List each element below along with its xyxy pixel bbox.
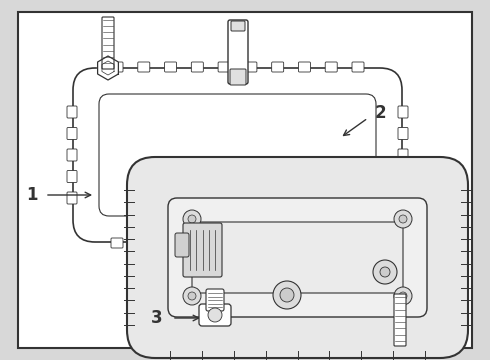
FancyBboxPatch shape [352,62,364,72]
FancyBboxPatch shape [325,62,337,72]
Circle shape [380,267,390,277]
FancyBboxPatch shape [398,127,408,140]
FancyBboxPatch shape [218,62,230,72]
FancyBboxPatch shape [127,157,468,358]
FancyBboxPatch shape [175,233,189,257]
FancyBboxPatch shape [67,192,77,204]
FancyBboxPatch shape [398,192,408,204]
FancyBboxPatch shape [67,149,77,161]
FancyBboxPatch shape [165,62,176,72]
FancyBboxPatch shape [231,21,245,31]
FancyBboxPatch shape [111,62,123,72]
Text: 3: 3 [150,309,162,327]
FancyBboxPatch shape [165,238,176,248]
Circle shape [188,292,196,300]
FancyBboxPatch shape [191,238,203,248]
FancyBboxPatch shape [218,238,230,248]
Text: 2: 2 [375,104,387,122]
FancyBboxPatch shape [230,69,246,85]
FancyBboxPatch shape [192,222,403,293]
FancyBboxPatch shape [352,238,364,248]
FancyBboxPatch shape [67,127,77,140]
FancyBboxPatch shape [67,106,77,118]
FancyBboxPatch shape [398,149,408,161]
FancyBboxPatch shape [298,238,311,248]
FancyBboxPatch shape [271,238,284,248]
Circle shape [394,210,412,228]
FancyBboxPatch shape [73,68,402,242]
FancyBboxPatch shape [99,94,376,216]
FancyBboxPatch shape [183,223,222,277]
FancyBboxPatch shape [271,62,284,72]
Circle shape [183,287,201,305]
Circle shape [273,281,301,309]
FancyBboxPatch shape [245,238,257,248]
FancyBboxPatch shape [191,62,203,72]
FancyBboxPatch shape [325,238,337,248]
FancyBboxPatch shape [298,62,311,72]
FancyBboxPatch shape [102,17,114,69]
Circle shape [399,215,407,223]
FancyBboxPatch shape [245,62,257,72]
Circle shape [188,215,196,223]
Circle shape [183,210,201,228]
Text: 1: 1 [26,186,38,204]
FancyBboxPatch shape [206,289,224,311]
Circle shape [280,288,294,302]
FancyBboxPatch shape [394,294,406,346]
Polygon shape [98,56,119,80]
FancyBboxPatch shape [138,62,150,72]
FancyBboxPatch shape [111,238,123,248]
FancyBboxPatch shape [168,198,427,317]
Circle shape [208,308,222,322]
FancyBboxPatch shape [398,171,408,183]
Circle shape [394,287,412,305]
FancyBboxPatch shape [67,171,77,183]
FancyBboxPatch shape [18,12,472,348]
FancyBboxPatch shape [199,304,231,326]
FancyBboxPatch shape [138,238,150,248]
Circle shape [399,292,407,300]
Circle shape [373,260,397,284]
FancyBboxPatch shape [228,20,248,84]
FancyBboxPatch shape [398,106,408,118]
